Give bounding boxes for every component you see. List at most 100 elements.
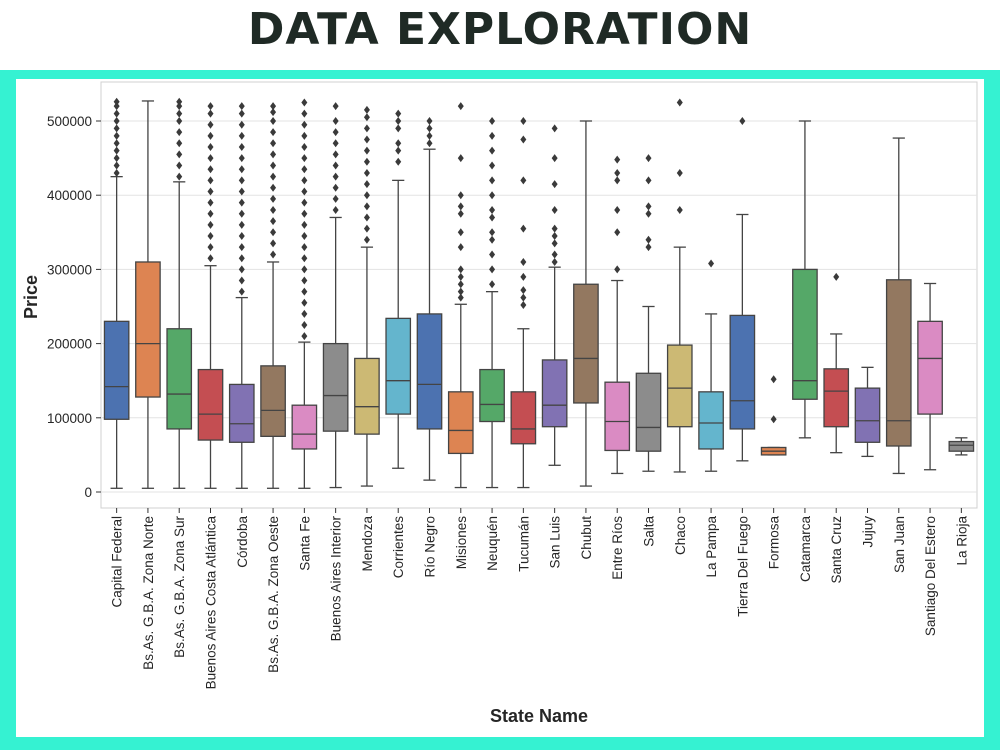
outlier-point — [238, 276, 245, 285]
outlier-point — [676, 98, 683, 107]
outlier-point — [363, 105, 370, 114]
outlier-point — [270, 206, 277, 215]
outlier-point — [207, 198, 214, 207]
outlier-point — [708, 259, 715, 268]
outlier-point — [489, 206, 496, 215]
outlier-point — [614, 168, 621, 177]
outlier-point — [301, 209, 308, 218]
box-iqr — [698, 391, 724, 450]
outlier-point — [614, 228, 621, 237]
box-23 — [823, 272, 850, 454]
outlier-point — [363, 202, 370, 211]
box-iqr — [166, 328, 193, 430]
outlier-point — [645, 154, 652, 163]
outlier-point — [551, 257, 558, 266]
outlier-point — [363, 135, 370, 144]
outlier-point — [332, 150, 339, 159]
outlier-point — [270, 139, 277, 148]
outlier-point — [363, 157, 370, 166]
outlier-point — [457, 272, 464, 281]
box-iqr — [385, 317, 412, 415]
y-tick-label: 500000 — [47, 114, 92, 129]
outlier-point — [332, 117, 339, 125]
outlier-point — [176, 150, 183, 159]
outlier-point — [238, 102, 245, 111]
outlier-point — [301, 243, 308, 252]
outlier-point — [207, 120, 214, 129]
x-tick-label: Misiones — [454, 516, 469, 570]
outlier-point — [489, 228, 496, 237]
box-18 — [666, 98, 693, 473]
outlier-point — [270, 239, 277, 248]
outlier-point — [176, 172, 183, 181]
outlier-point — [207, 109, 214, 118]
box-2 — [166, 97, 193, 489]
outlier-point — [676, 168, 683, 177]
outlier-point — [645, 202, 652, 211]
outlier-point — [270, 150, 277, 159]
outlier-point — [301, 109, 308, 118]
y-tick-label: 100000 — [47, 411, 92, 426]
outlier-point — [238, 220, 245, 229]
outlier-point — [113, 168, 120, 177]
box-iqr — [792, 268, 818, 400]
outlier-point — [332, 194, 339, 203]
box-24 — [854, 366, 881, 458]
x-tick-label: Buenos Aires Costa Atlántica — [204, 516, 219, 690]
box-iqr — [948, 440, 975, 452]
x-tick-label: Bs.As. G.B.A. Zona Sur — [172, 516, 187, 658]
outlier-point — [113, 117, 120, 125]
y-tick-labels: 0 100000 200000 300000 400000 500000 — [47, 114, 101, 500]
outlier-point — [207, 220, 214, 229]
box-iqr — [573, 283, 599, 404]
outlier-point — [176, 102, 183, 111]
outlier-point — [176, 109, 183, 118]
outlier-point — [301, 321, 308, 330]
y-tick-label: 300000 — [47, 262, 92, 277]
x-tick-label: Entre Ríos — [610, 516, 625, 580]
box-20 — [729, 117, 756, 462]
outlier-point — [520, 176, 527, 185]
outlier-point — [457, 202, 464, 211]
outlier-point — [395, 146, 402, 155]
outlier-point — [207, 232, 214, 241]
outlier-point — [270, 183, 277, 192]
box-15 — [573, 120, 599, 487]
box-9 — [385, 109, 412, 469]
x-tick-label: Río Negro — [423, 516, 438, 578]
outlier-point — [395, 109, 402, 118]
x-axis-title: State Name — [490, 706, 588, 726]
outlier-point — [270, 172, 277, 181]
outlier-point — [238, 142, 245, 151]
box-iqr — [103, 320, 130, 420]
outlier-point — [551, 239, 558, 248]
x-tick-label: Córdoba — [235, 516, 250, 568]
box-iqr — [823, 368, 850, 428]
box-iqr — [729, 314, 756, 430]
outlier-point — [363, 180, 370, 189]
outlier-point — [207, 187, 214, 196]
outlier-point — [301, 332, 308, 341]
outlier-point — [176, 139, 183, 148]
box-iqr — [854, 387, 881, 443]
x-tick-label: Tucumán — [516, 516, 531, 572]
outlier-point — [363, 235, 370, 244]
outlier-point — [363, 191, 370, 200]
outlier-point — [551, 154, 558, 163]
outlier-point — [270, 117, 277, 125]
outlier-point — [551, 250, 558, 259]
outlier-point — [770, 375, 777, 384]
outlier-point — [332, 206, 339, 215]
box-7 — [322, 102, 349, 489]
outlier-point — [457, 287, 464, 296]
outlier-point — [238, 209, 245, 218]
outlier-point — [270, 102, 277, 111]
outlier-point — [645, 176, 652, 185]
outlier-point — [332, 183, 339, 192]
outlier-point — [113, 146, 120, 155]
outlier-point — [301, 176, 308, 185]
outlier-point — [426, 131, 433, 140]
outlier-point — [645, 209, 652, 218]
outlier-point — [301, 276, 308, 285]
